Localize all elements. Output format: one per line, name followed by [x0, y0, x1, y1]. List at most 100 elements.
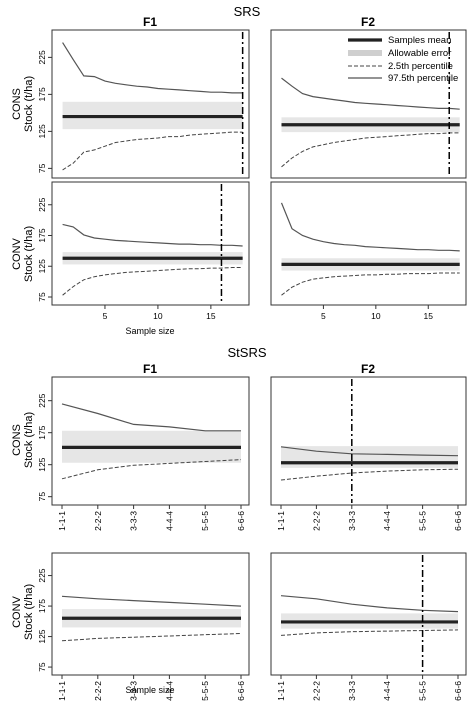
legend-mean-label: Samples mean [388, 35, 451, 46]
x-tick-label: 5 [103, 311, 108, 321]
panel-stsrs-f1-cons: 75 125 175 225 1-1-1 2-2-2 3-3-3 4-4-4 5-5-5 6-6-… [37, 376, 250, 531]
x-tick-label: 4-4-4 [382, 681, 392, 701]
panel-srs-f1-conv: 75 125 175 225 5 10 15 [37, 181, 250, 321]
stsrs-title: StSRS [227, 345, 266, 360]
srs-row1-label: CONS [11, 88, 23, 120]
srs-row1-ylabel: Stock (t/ha) [23, 76, 35, 132]
panel-frame [270, 181, 467, 306]
stsrs-col1-header: F1 [143, 362, 157, 376]
stsrs-row2-ylabel: Stock (t/ha) [23, 584, 35, 640]
p975-line [61, 595, 242, 607]
p975-line [280, 202, 460, 252]
x-tick-label: 6-6-6 [236, 511, 246, 531]
x-tick-label: 5-5-5 [418, 681, 428, 701]
x-tick-label: 6-6-6 [453, 511, 463, 531]
legend-p975-label: 97.5th percentile [388, 73, 458, 84]
x-tick-label: 6-6-6 [453, 681, 463, 701]
panel-stsrs-f2-cons: 1-1-1 2-2-2 3-3-3 4-4-4 5-5-5 6-6-6 [270, 376, 467, 531]
p975-line [62, 42, 243, 94]
y-tick-label: 125 [37, 259, 47, 273]
x-tick-label: 10 [153, 311, 163, 321]
x-tick-label: 1-1-1 [276, 511, 286, 531]
x-tick-label: 4-4-4 [382, 511, 392, 531]
p25-line [280, 629, 459, 636]
y-tick-label: 225 [37, 568, 47, 582]
p25-line [281, 132, 460, 168]
y-tick-label: 75 [37, 292, 47, 302]
legend-error-label: Allowable error [388, 48, 451, 59]
srs-title: SRS [234, 4, 261, 19]
legend: Samples mean Allowable error 2.5th perce… [348, 35, 458, 84]
srs-col2-header: F2 [361, 15, 375, 29]
x-tick-label: 3-3-3 [129, 681, 139, 701]
x-tick-label: 2-2-2 [311, 681, 321, 701]
y-tick-label: 125 [37, 457, 47, 471]
x-tick-label: 5-5-5 [200, 681, 210, 701]
srs-row2-ylabel: Stock (t/ha) [23, 226, 35, 282]
x-tick-label: 4-4-4 [164, 511, 174, 531]
panel-frame [51, 552, 250, 676]
x-tick-label: 15 [424, 311, 434, 321]
x-tick-label: 2-2-2 [93, 681, 103, 701]
x-tick-label: 10 [371, 311, 381, 321]
p975-line [62, 223, 243, 247]
x-tick-label: 5-5-5 [200, 511, 210, 531]
stsrs-col2-header: F2 [361, 362, 375, 376]
x-tick-label: 3-3-3 [347, 511, 357, 531]
y-tick-label: 75 [37, 662, 47, 672]
y-tick-label: 75 [37, 492, 47, 502]
x-tick-label: 1-1-1 [57, 681, 67, 701]
y-tick-label: 175 [37, 599, 47, 613]
allowable-error-band [281, 446, 458, 468]
srs-row2-label: CONV [11, 237, 23, 269]
p975-line [281, 77, 460, 110]
srs-col1-header: F1 [143, 15, 157, 29]
panel-stsrs-f1-conv: 75 125 175 225 1-1-1 2-2-2 3-3-3 4-4-4 5-5-5 6-6-… [37, 552, 250, 701]
y-tick-label: 125 [37, 124, 47, 138]
y-tick-label: 175 [37, 425, 47, 439]
stsrs-xlabel: Sample size [125, 685, 174, 695]
panel-frame [270, 29, 467, 179]
srs-xlabel: Sample size [125, 326, 174, 336]
y-tick-label: 175 [37, 228, 47, 242]
panels-layer: 75 125 175 225 75 125 175 225 5 10 15 5 10 15 75 125 175… [37, 29, 467, 701]
p25-line [280, 468, 459, 481]
stsrs-row1-ylabel: Stock (t/ha) [23, 412, 35, 468]
stsrs-row1-label: CONS [11, 424, 23, 456]
p25-line [61, 459, 242, 480]
panel-frame [51, 181, 250, 306]
p975-line [61, 403, 241, 432]
legend-p25-label: 2.5th percentile [388, 61, 453, 72]
y-tick-label: 75 [37, 163, 47, 173]
stsrs-row2-label: CONV [11, 595, 23, 627]
x-tick-label: 6-6-6 [236, 681, 246, 701]
x-tick-label: 3-3-3 [347, 681, 357, 701]
panel-srs-f2-conv: 5 10 15 [270, 181, 467, 321]
x-tick-label: 2-2-2 [93, 511, 103, 531]
y-tick-label: 225 [37, 197, 47, 211]
y-tick-label: 225 [37, 393, 47, 407]
p25-line [281, 272, 460, 296]
x-tick-label: 5-5-5 [418, 511, 428, 531]
panel-frame [51, 376, 250, 506]
panel-srs-f2-cons [270, 29, 467, 179]
x-tick-label: 2-2-2 [311, 511, 321, 531]
p25-line [62, 267, 243, 296]
y-tick-label: 125 [37, 629, 47, 643]
x-tick-label: 1-1-1 [57, 511, 67, 531]
panel-frame [51, 29, 250, 179]
y-tick-label: 175 [37, 87, 47, 101]
panel-srs-f1-cons: 75 125 175 225 [37, 29, 250, 179]
p975-line [280, 446, 459, 457]
panel-frame [270, 552, 467, 676]
x-tick-label: 15 [206, 311, 216, 321]
panel-frame [270, 376, 467, 506]
p25-line [62, 131, 243, 171]
p975-line [280, 595, 459, 613]
y-tick-label: 225 [37, 50, 47, 64]
x-tick-label: 1-1-1 [276, 681, 286, 701]
x-tick-label: 3-3-3 [129, 511, 139, 531]
panel-stsrs-f2-conv: 1-1-1 2-2-2 3-3-3 4-4-4 5-5-5 6-6-6 [270, 552, 467, 701]
p25-line [61, 633, 242, 642]
